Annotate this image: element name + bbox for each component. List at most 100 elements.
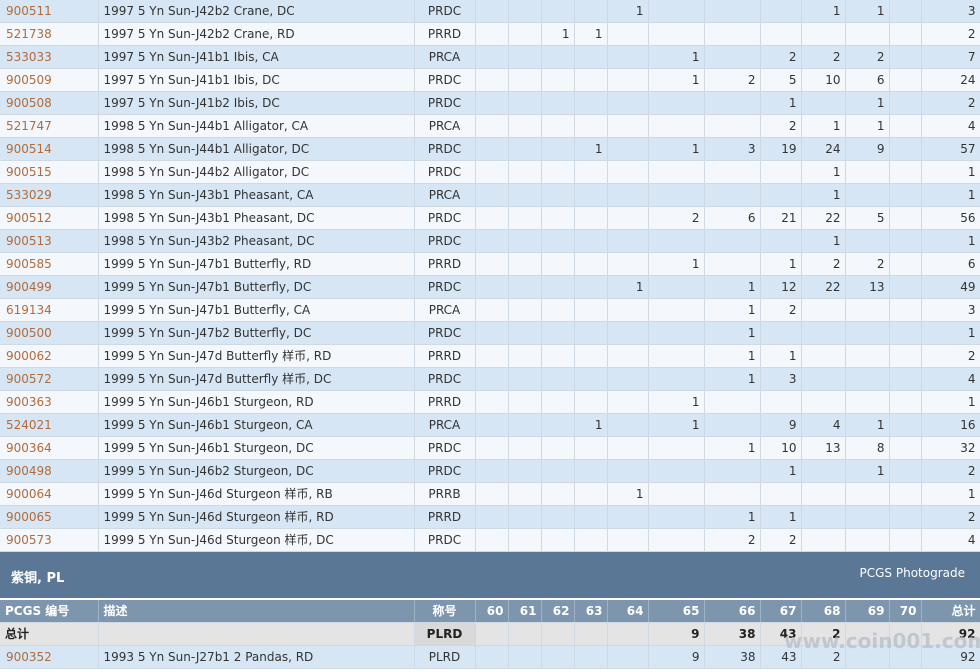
designation: PRCA (414, 183, 476, 207)
grade-count (541, 321, 575, 345)
pcgs-number-link[interactable]: 900062 (0, 344, 99, 368)
pcgs-number-link[interactable]: 619134 (0, 298, 99, 322)
grade-count (760, 482, 802, 506)
column-header[interactable]: 63 (574, 600, 608, 623)
pcgs-number-link[interactable]: 900515 (0, 160, 99, 184)
pcgs-number-link[interactable]: 900508 (0, 91, 99, 115)
grade-count (845, 482, 890, 506)
column-header[interactable]: 称号 (414, 600, 476, 623)
pcgs-number-link[interactable]: 900512 (0, 206, 99, 230)
grade-count: 10 (760, 436, 802, 460)
pcgs-number-link[interactable]: 521738 (0, 22, 99, 46)
photograde-link[interactable]: PCGS Photograde (859, 566, 965, 580)
grade-count: 1 (845, 91, 890, 115)
grade-count: 1 (801, 160, 846, 184)
pcgs-number-link[interactable]: 900572 (0, 367, 99, 391)
grade-count (648, 183, 705, 207)
grade-count (541, 390, 575, 414)
pcgs-number-link[interactable]: 900509 (0, 68, 99, 92)
pcgs-number-link[interactable]: 521747 (0, 114, 99, 138)
total-count: 57 (921, 137, 980, 161)
column-header[interactable]: 60 (475, 600, 509, 623)
grade-count (889, 160, 922, 184)
pcgs-number-link[interactable]: 900585 (0, 252, 99, 276)
pcgs-number-link[interactable]: 524021 (0, 413, 99, 437)
grade-count (889, 0, 922, 23)
column-header[interactable]: 总计 (921, 600, 980, 623)
grade-count: 1 (574, 413, 608, 437)
grade-count (648, 22, 705, 46)
grade-count (801, 344, 846, 368)
grade-count (704, 183, 761, 207)
pcgs-number-link[interactable]: 900511 (0, 0, 99, 23)
coin-description: 1998 5 Yn Sun-J43b1 Pheasant, CA (98, 183, 415, 207)
column-header[interactable]: 描述 (98, 600, 415, 623)
grade-count (574, 252, 608, 276)
grade-count (475, 68, 509, 92)
pcgs-number-link[interactable]: 900064 (0, 482, 99, 506)
grade-count (541, 45, 575, 69)
pcgs-number-link[interactable]: 900499 (0, 275, 99, 299)
grade-count (475, 436, 509, 460)
table-row: 900509 1997 5 Yn Sun-J41b1 Ibis, DC PRDC 1 2… (0, 68, 980, 92)
designation: PRDC (414, 321, 476, 345)
column-header[interactable]: 61 (508, 600, 542, 623)
total-label: 总计 (0, 622, 99, 646)
grade-count (475, 0, 509, 23)
grade-count (574, 114, 608, 138)
grade-count (648, 298, 705, 322)
pcgs-number-link[interactable]: 900352 (0, 645, 99, 669)
grade-count (508, 0, 542, 23)
grade-count: 1 (760, 459, 802, 483)
grade-count (845, 505, 890, 529)
grade-count: 1 (845, 114, 890, 138)
column-header[interactable]: 65 (648, 600, 705, 623)
pcgs-number-link[interactable]: 533033 (0, 45, 99, 69)
pcgs-number-link[interactable]: 900500 (0, 321, 99, 345)
column-header[interactable]: 69 (845, 600, 890, 623)
designation: PRDC (414, 160, 476, 184)
grade-count (889, 321, 922, 345)
pcgs-number-link[interactable]: 900573 (0, 528, 99, 552)
grade-count (475, 114, 509, 138)
pcgs-number-link[interactable]: 900498 (0, 459, 99, 483)
grade-count: 1 (704, 367, 761, 391)
grade-count (607, 344, 649, 368)
column-header[interactable]: 64 (607, 600, 649, 623)
grade-count (607, 413, 649, 437)
table-row: 900062 1999 5 Yn Sun-J47d Butterfly 样币, R… (0, 344, 980, 368)
grade-count: 9 (845, 137, 890, 161)
pcgs-number-link[interactable]: 900363 (0, 390, 99, 414)
pcgs-number-link[interactable]: 900065 (0, 505, 99, 529)
grade-count: 1 (760, 344, 802, 368)
grade-count (574, 68, 608, 92)
coin-description: 1999 5 Yn Sun-J47d Butterfly 样币, DC (98, 367, 415, 391)
pcgs-number-link[interactable]: 900364 (0, 436, 99, 460)
pcgs-number-link[interactable]: 900514 (0, 137, 99, 161)
column-header[interactable]: 67 (760, 600, 802, 623)
grade-count (845, 367, 890, 391)
grade-count (475, 321, 509, 345)
column-header[interactable]: 62 (541, 600, 575, 623)
designation: PRDC (414, 68, 476, 92)
pcgs-number-link[interactable]: 533029 (0, 183, 99, 207)
grade-count (574, 390, 608, 414)
column-header[interactable]: 68 (801, 600, 846, 623)
grade-count (889, 91, 922, 115)
grade-count (648, 344, 705, 368)
grade-count: 5 (845, 206, 890, 230)
grade-count (607, 229, 649, 253)
column-header[interactable]: 70 (889, 600, 922, 623)
grade-count (607, 137, 649, 161)
grade-count (508, 160, 542, 184)
column-header[interactable]: 66 (704, 600, 761, 623)
grade-count: 2 (845, 252, 890, 276)
coin-description: 1999 5 Yn Sun-J47b2 Butterfly, DC (98, 321, 415, 345)
grade-count (889, 622, 922, 646)
grade-count (760, 229, 802, 253)
pcgs-number-link[interactable]: 900513 (0, 229, 99, 253)
column-header[interactable]: PCGS 编号 (0, 600, 99, 623)
total-count: 1 (921, 321, 980, 345)
total-count: 16 (921, 413, 980, 437)
designation: PRDC (414, 275, 476, 299)
